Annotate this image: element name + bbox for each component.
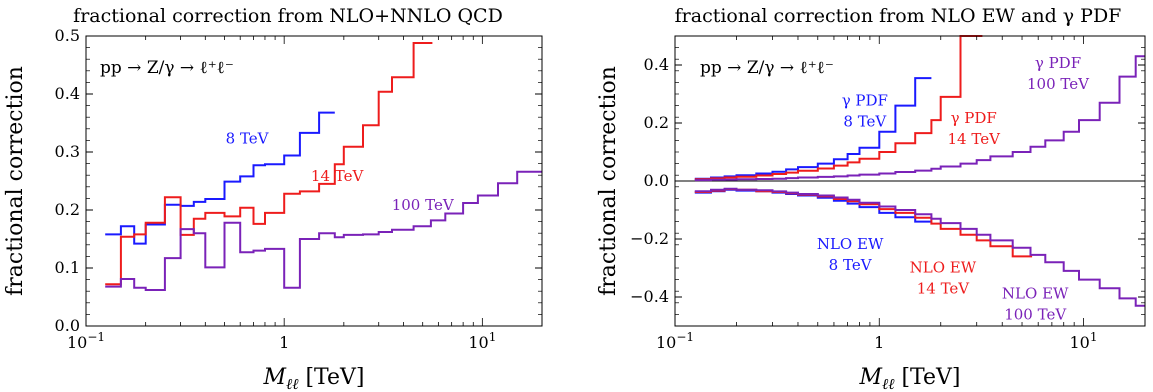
x-tick-label: 101 (468, 330, 496, 352)
qcd-series-label-0: 8 TeV (226, 129, 270, 147)
qcd-title: fractional correction from NLO+NNLO QCD (73, 5, 503, 27)
y-tick-label: −0.2 (630, 229, 669, 248)
ew-series-group (694, 35, 1145, 307)
qcd-series-group (105, 42, 542, 291)
ew-series-label-5: NLO EW (1002, 284, 1069, 302)
y-tick-label: 0.5 (55, 26, 80, 45)
y-tick-label: 0.2 (644, 113, 669, 132)
ew-series-label-0: 8 TeV (843, 113, 887, 131)
ew-process-annotation: pp → Z/γ → ℓ⁺ℓ⁻ (700, 58, 834, 78)
ew-series-1 (694, 35, 983, 181)
x-tick-label: 10−1 (67, 330, 105, 352)
qcd-y-ticks: 0.0 0.1 0.2 0.3 0.4 0.5 (55, 26, 542, 335)
y-tick-label: 0.4 (55, 84, 80, 103)
ew-series-label-3: NLO EW (817, 235, 884, 253)
x-tick-label: 1 (279, 333, 289, 352)
ew-title: fractional correction from NLO EW and γ … (675, 5, 1122, 27)
ew-series-2 (694, 55, 1145, 182)
ew-series-label-1: γ PDF (951, 109, 997, 127)
qcd-series-2 (105, 170, 542, 291)
qcd-series-label-1: 14 TeV (311, 167, 365, 185)
y-tick-label: 0.0 (55, 316, 80, 335)
qcd-plot-frame (85, 35, 543, 327)
qcd-series-0 (105, 111, 335, 245)
y-tick-label: 0.3 (55, 142, 80, 161)
x-tick-label: 101 (1070, 330, 1098, 352)
ew-x-axis-label: Mℓℓ [TeV] (858, 365, 960, 392)
y-tick-label: 0.0 (644, 171, 669, 190)
ew-series-0 (694, 77, 932, 180)
qcd-x-axis-label: Mℓℓ [TeV] (262, 365, 364, 392)
qcd-series-labels: 8 TeV 14 TeV 100 TeV (226, 129, 455, 214)
qcd-series-1 (105, 42, 433, 286)
y-tick-label: 0.4 (644, 55, 669, 74)
ew-series-label-2: 100 TeV (1027, 75, 1090, 93)
x-tick-label: 10−1 (656, 330, 694, 352)
qcd-y-axis-label: fractional correction (3, 66, 28, 296)
ew-series-label-1: 14 TeV (948, 130, 1002, 148)
qcd-process-annotation: pp → Z/γ → ℓ⁺ℓ⁻ (100, 58, 234, 78)
y-tick-label: 0.1 (55, 258, 80, 277)
qcd-series-label-2: 100 TeV (392, 196, 455, 214)
ew-x-ticks: 10−1 1 101 (656, 36, 1146, 352)
ew-series-label-3: 8 TeV (829, 256, 873, 274)
ew-y-axis-label: fractional correction (596, 66, 621, 296)
ew-panel: fractional correction from NLO EW and γ … (596, 5, 1146, 392)
x-tick-label: 1 (874, 333, 884, 352)
ew-series-label-4: 14 TeV (917, 279, 971, 297)
ew-series-labels: γ PDF 8 TeV γ PDF 14 TeV γ PDF 100 TeV NLO EW 8… (817, 54, 1090, 324)
ew-series-label-5: 100 TeV (1004, 305, 1067, 323)
ew-y-ticks: −0.4 −0.2 0.0 0.2 0.4 (630, 35, 1145, 327)
ew-series-5 (694, 187, 1145, 307)
ew-series-label-0: γ PDF (842, 92, 888, 110)
qcd-x-ticks: 10−1 1 101 (67, 36, 543, 352)
ew-series-label-2: γ PDF (1035, 54, 1081, 72)
y-tick-label: −0.4 (630, 287, 669, 306)
y-tick-label: 0.2 (55, 200, 80, 219)
qcd-panel: fractional correction from NLO+NNLO QCD … (3, 5, 543, 392)
ew-series-label-4: NLO EW (910, 258, 977, 276)
